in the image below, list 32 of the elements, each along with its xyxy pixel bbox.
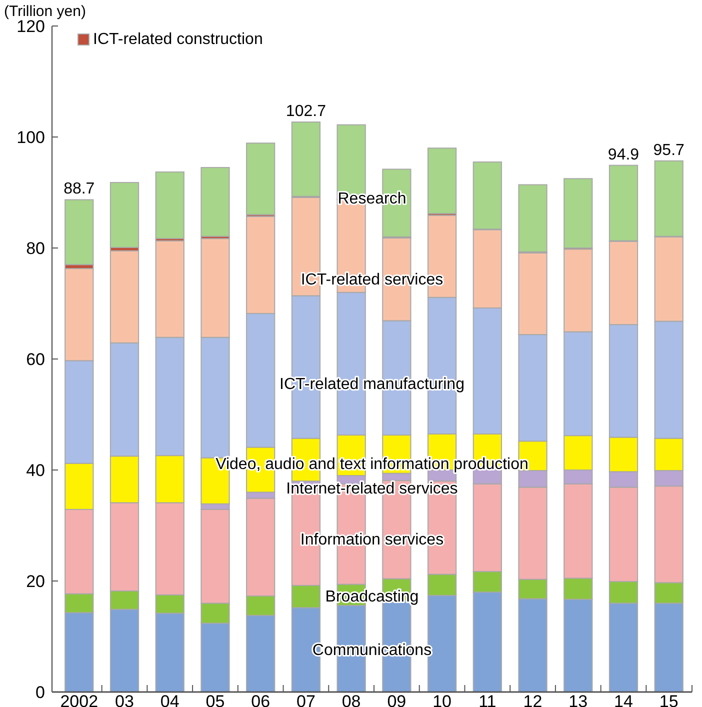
x-tick-label: 15 [659, 692, 678, 707]
series-label: Internet-related services [286, 480, 458, 498]
x-tick-label: 08 [342, 692, 361, 707]
x-tick-label: 07 [296, 692, 316, 707]
x-tick-label: 13 [568, 692, 588, 707]
y-tick-label: 0 [36, 683, 45, 702]
y-tick-label: 40 [26, 461, 45, 480]
x-tick-label: 04 [160, 692, 180, 707]
total-label: 95.7 [653, 142, 685, 159]
x-tick-label: 05 [206, 692, 225, 707]
x-tick-label: 11 [478, 692, 496, 707]
x-tick-label: 09 [387, 692, 406, 707]
series-label: Research [338, 190, 406, 208]
y-tick-label: 80 [26, 239, 45, 258]
y-tick-label: 120 [16, 17, 45, 36]
y-axis-title: (Trillion yen) [4, 3, 86, 20]
x-tick-label: 10 [432, 692, 452, 707]
x-tick-label: 06 [251, 692, 270, 707]
y-tick-label: 20 [26, 572, 45, 591]
x-tick-label: 14 [614, 692, 633, 707]
y-tick-label: 100 [16, 128, 45, 147]
series-label: Information services [300, 532, 444, 549]
y-tick-label: 60 [26, 350, 45, 369]
legend-label: ICT-related construction [93, 31, 263, 48]
series-label: ICT-related manufacturing [280, 376, 464, 394]
total-label: 94.9 [608, 146, 640, 164]
x-tick-label: 12 [523, 692, 542, 707]
total-label: 88.7 [64, 180, 95, 198]
x-tick-label: 2002 [60, 692, 98, 707]
series-label: ICT-related services [300, 271, 444, 288]
total-label: 102.7 [286, 103, 326, 120]
x-tick-label: 03 [115, 692, 134, 707]
